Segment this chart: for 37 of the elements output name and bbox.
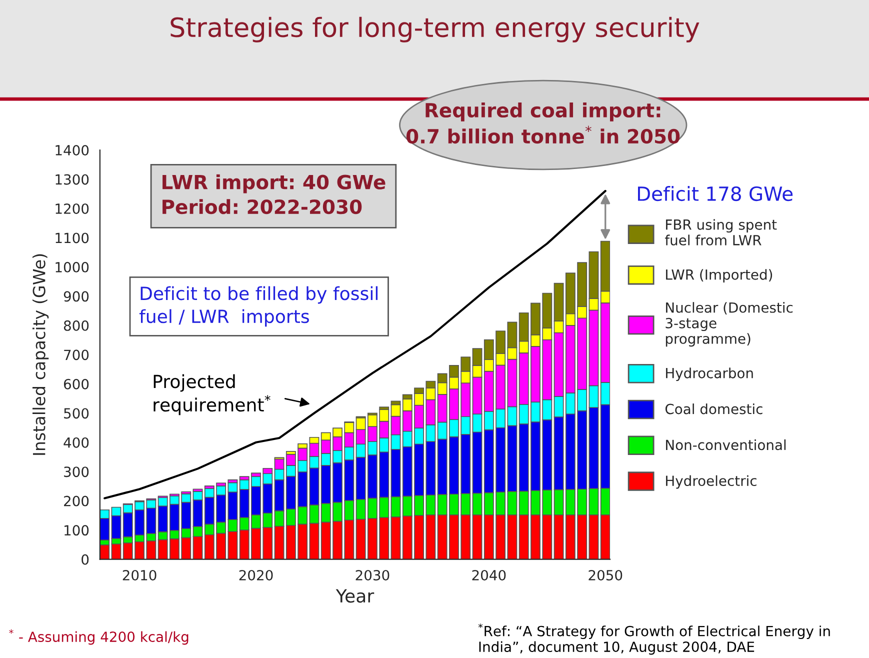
legend-label: FBR using spent fuel from LWR: [665, 219, 777, 246]
legend-label: Hydroelectric: [666, 475, 756, 489]
annotation: Deficit to be filled by fossil fuel / LWR imports: [139, 286, 378, 327]
y-axis-title: Installed capacity (GWe): [32, 254, 49, 455]
legend-label: Coal domestic: [665, 403, 762, 414]
x-tick-label: 2020: [239, 570, 273, 580]
x-tick-label: 2050: [588, 570, 622, 580]
text: $^{*}$ - Assuming 4200 kcal/kg: [9, 629, 188, 645]
legend-label: Hydrocarbon: [666, 368, 753, 382]
y-tick-label: 700: [64, 350, 89, 360]
legend-label: Non-conventional: [666, 439, 786, 450]
legend-label: Nuclear (Domestic 3-stage programme): [666, 302, 793, 347]
annotation: LWR import: 40 GWe Period: 2022-2030: [162, 174, 386, 214]
chart-title: Strategies for long-term energy security: [170, 16, 700, 42]
y-tick-label: 900: [64, 291, 89, 302]
y-tick-label: 600: [64, 378, 89, 390]
y-tick-label: 500: [64, 408, 89, 419]
text: $^{*}$Ref: “A Strategy for Growth of Electrical Energy in India”, document 10, August 2004, DAE: [478, 624, 830, 655]
x-tick-label: 2010: [122, 570, 156, 580]
y-tick-label: 1100: [56, 232, 89, 244]
y-tick-label: 300: [64, 466, 89, 478]
y-tick-label: 400: [64, 437, 89, 448]
annotation: Deficit 178 GWe: [638, 186, 793, 202]
text: Required coal import: 0.7 billion tonne$^{*}$ in 2050: [406, 102, 680, 144]
annotation: Projected requirement$^{*}$: [154, 374, 270, 416]
x-axis-title: Year: [336, 589, 374, 603]
x-tick-label: 2030: [356, 570, 390, 580]
x-tick-label: 2040: [472, 570, 506, 580]
y-tick-label: 1300: [56, 174, 89, 185]
y-tick-label: 0: [82, 554, 89, 565]
y-tick-label: 800: [64, 320, 89, 331]
y-tick-label: 1200: [56, 203, 89, 214]
y-tick-label: 100: [64, 525, 89, 536]
y-tick-label: 200: [64, 496, 89, 506]
y-tick-label: 1400: [56, 144, 89, 156]
y-tick-label: 1000: [56, 262, 89, 272]
legend-label: LWR (Imported): [666, 269, 772, 283]
